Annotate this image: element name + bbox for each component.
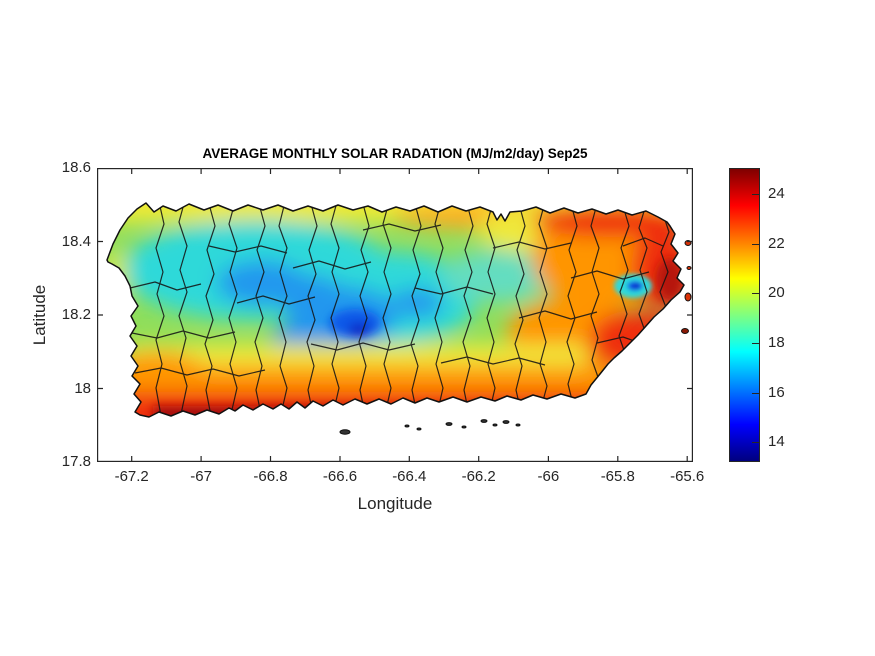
colorbar-tick	[752, 293, 759, 295]
x-tick-label: -66	[537, 468, 560, 485]
plot-title: AVERAGE MONTHLY SOLAR RADATION (MJ/m2/da…	[202, 146, 588, 161]
x-tick-label: -65.6	[670, 468, 705, 485]
colorbar-tick-label: 20	[768, 284, 785, 302]
solar-radiation-field	[107, 203, 684, 417]
colorbar-tick	[752, 442, 759, 444]
y-tick-label: 17.8	[61, 453, 91, 470]
x-tick-label: -67.2	[114, 468, 149, 485]
colorbar-tick-label: 18	[768, 334, 785, 351]
colorbar-tick	[752, 243, 759, 245]
offshore-islets	[339, 240, 692, 435]
colorbar-tick-label: 14	[768, 433, 785, 451]
x-tick-label: -65.8	[600, 468, 635, 485]
x-tick-label: -67	[190, 468, 212, 485]
y-tick-label: 18.6	[61, 159, 91, 176]
y-tick-label: 18.4	[61, 232, 91, 250]
x-tick-label: -66.8	[253, 468, 288, 485]
colorbar-tick	[752, 194, 759, 196]
y-tick-label: 18	[74, 379, 91, 397]
municipality-boundaries	[129, 203, 670, 417]
x-axis-label: Longitude	[357, 494, 433, 513]
y-tick-label: 18.2	[61, 306, 91, 323]
y-axis-label: Latitude	[30, 284, 49, 346]
colorbar-tick	[752, 392, 759, 394]
colorbar-tick-label: 24	[768, 185, 785, 203]
x-tick-label: -66.6	[322, 468, 358, 485]
x-tick-label: -66.4	[392, 468, 427, 485]
colorbar-tick-label: 22	[768, 234, 785, 252]
el-yunque-low-spot	[614, 274, 652, 298]
colorbar-tick	[752, 343, 759, 344]
axes-box	[97, 168, 693, 462]
puerto-rico-heatmap	[97, 168, 693, 462]
colorbar	[729, 168, 760, 462]
x-tick-label: -66.2	[461, 468, 496, 485]
colorbar-tick-label: 16	[768, 383, 785, 401]
coastline-outline	[106, 202, 685, 418]
